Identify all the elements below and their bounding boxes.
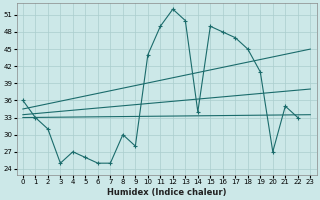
X-axis label: Humidex (Indice chaleur): Humidex (Indice chaleur) [107, 188, 226, 197]
